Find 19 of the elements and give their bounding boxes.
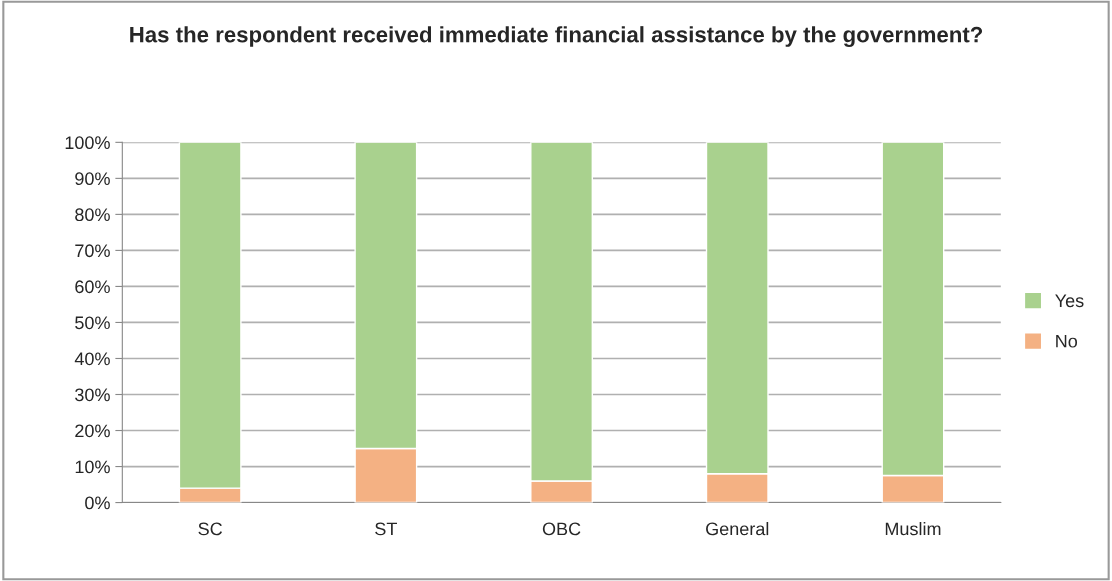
x-tick-label: OBC: [542, 522, 581, 536]
y-tick-label: 80%: [75, 208, 110, 222]
y-tick-label: 20%: [75, 424, 110, 438]
x-tick-label: General: [706, 522, 769, 536]
y-tick-label: 90%: [75, 172, 110, 186]
y-tick-label: 0%: [85, 496, 110, 510]
y-tick-label: 10%: [75, 460, 110, 474]
y-tick-label: 30%: [75, 388, 110, 402]
legend-label: Yes: [1055, 294, 1084, 308]
y-tick-label: 100%: [65, 136, 110, 150]
x-tick-label: Muslim: [885, 522, 941, 536]
y-tick-label: 50%: [75, 316, 110, 330]
y-tick-label: 60%: [75, 280, 110, 294]
chart-title: Has the respondent received immediate financial assistance by the government?: [130, 26, 983, 47]
legend-label: No: [1056, 334, 1078, 348]
x-tick-label: ST: [375, 522, 397, 536]
y-tick-label: 40%: [74, 352, 110, 366]
x-tick-label: SC: [198, 522, 223, 536]
y-tick-label: 70%: [75, 244, 110, 258]
